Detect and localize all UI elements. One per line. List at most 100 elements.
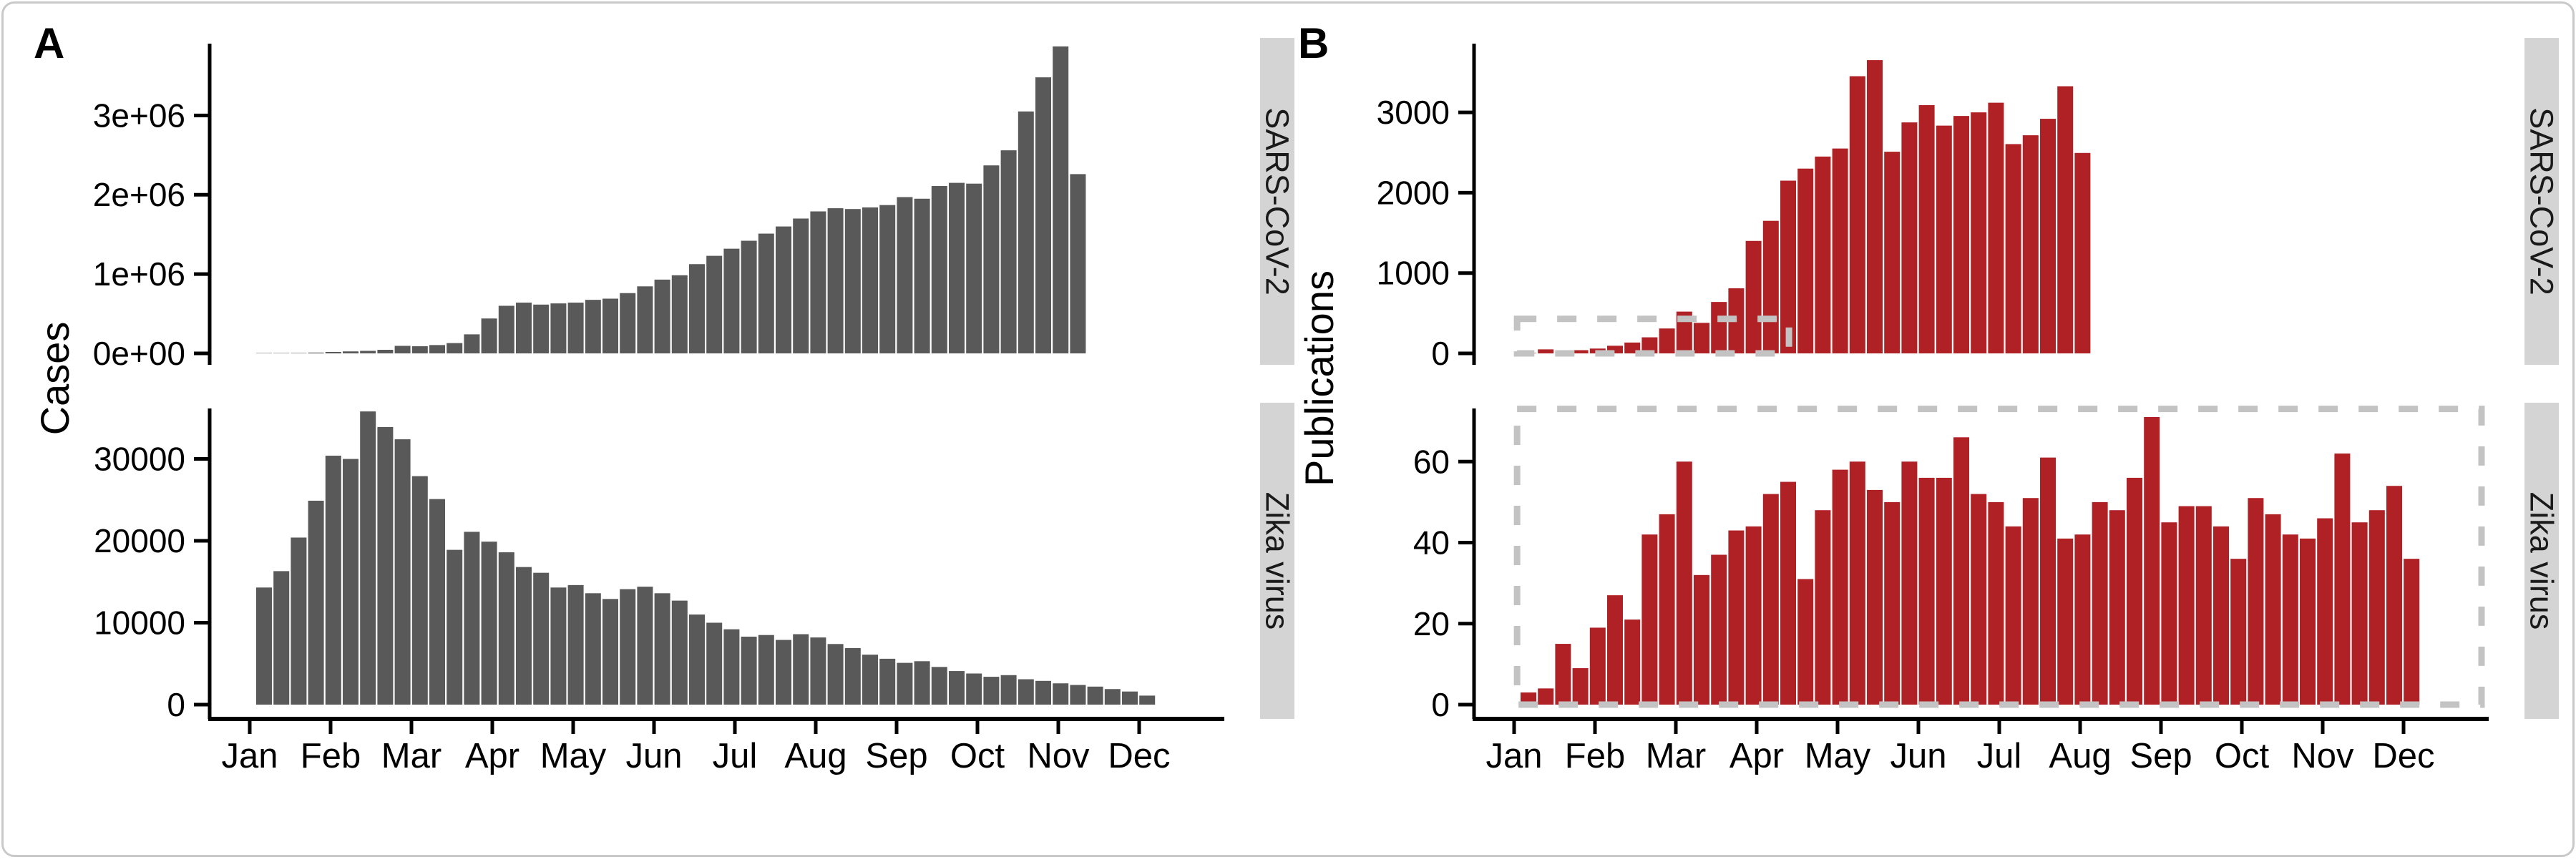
bar xyxy=(1607,595,1623,705)
bar xyxy=(2282,534,2298,705)
bar xyxy=(1555,644,1571,705)
bar xyxy=(2074,152,2091,354)
bar xyxy=(983,677,1000,705)
bar xyxy=(689,614,705,705)
bar xyxy=(2057,538,2074,705)
bar xyxy=(1694,323,1709,353)
month-label: Dec xyxy=(1108,737,1170,775)
bar xyxy=(1035,680,1051,705)
bar xyxy=(1815,510,1831,705)
y-tick-label: 1000 xyxy=(1377,255,1450,292)
bar xyxy=(1936,125,1952,353)
bar xyxy=(2022,135,2039,354)
bar xyxy=(827,644,844,705)
bar xyxy=(776,226,791,353)
month-label: Jan xyxy=(221,737,278,775)
bar xyxy=(879,658,896,705)
bar xyxy=(2213,526,2229,705)
bar xyxy=(1988,102,2004,353)
bar xyxy=(2005,526,2021,705)
bar xyxy=(291,537,307,705)
month-label: Mar xyxy=(1646,737,1706,775)
bar xyxy=(1884,152,1901,353)
bar xyxy=(325,352,341,353)
bar xyxy=(1953,437,1969,705)
y-tick-label: 10000 xyxy=(94,604,185,642)
bar xyxy=(1780,180,1796,353)
month-label: Sep xyxy=(2129,737,2192,775)
facet-strip-label: SARS-CoV-2 xyxy=(2524,107,2560,295)
zoom-region-dashed-box xyxy=(1513,315,1792,357)
month-label: Apr xyxy=(1729,737,1784,775)
month-label: May xyxy=(540,737,607,775)
month-label: Dec xyxy=(2372,737,2434,775)
bar xyxy=(2074,534,2091,705)
bar xyxy=(637,587,653,705)
bar xyxy=(2040,457,2056,705)
bar xyxy=(793,218,809,353)
bar xyxy=(1728,530,1745,705)
bar xyxy=(654,279,670,353)
bar xyxy=(966,673,982,705)
bar xyxy=(2022,498,2039,705)
bar xyxy=(1104,689,1121,705)
bar xyxy=(637,286,653,353)
bar xyxy=(273,353,289,354)
bar xyxy=(377,350,394,353)
bar xyxy=(1607,346,1623,353)
bar xyxy=(758,635,774,705)
bar xyxy=(1971,112,1987,354)
bar xyxy=(550,587,567,705)
bar xyxy=(723,629,740,705)
bar xyxy=(1087,686,1103,705)
cases-axis-title: Cases xyxy=(32,321,77,436)
bar xyxy=(1988,501,2004,705)
bar xyxy=(256,587,272,705)
bar xyxy=(1676,461,1692,705)
y-tick-label: 3e+06 xyxy=(93,97,185,134)
facet-cases_sars_cov_2: 0e+00 1e+06 2e+06 3e+06 SARS-CoV-2 xyxy=(93,38,1296,372)
month-label: Mar xyxy=(381,737,441,775)
bar xyxy=(931,667,947,705)
bar xyxy=(1745,526,1762,705)
bar xyxy=(1070,174,1086,353)
bar xyxy=(377,426,394,705)
bar xyxy=(1971,494,1987,705)
facet-strip-label: Zika virus xyxy=(1259,492,1296,630)
bar xyxy=(2317,518,2333,705)
bar xyxy=(1000,150,1017,353)
bar xyxy=(1572,668,1589,705)
bar xyxy=(2368,510,2385,705)
month-label: Feb xyxy=(301,737,361,775)
bar xyxy=(533,572,550,705)
facet-publications_sars_cov_2: 0 1000 2000 3000 SARS-CoV-2 xyxy=(1377,38,2560,372)
bar xyxy=(827,208,844,353)
bar xyxy=(273,571,290,705)
bar xyxy=(654,593,670,705)
y-tick-label: 3000 xyxy=(1377,94,1450,131)
bar xyxy=(1694,574,1709,705)
bar xyxy=(2005,144,2021,353)
panel-a-letter: A xyxy=(34,19,65,67)
bar xyxy=(758,233,774,353)
bar xyxy=(671,275,688,353)
bar xyxy=(741,240,757,353)
bar xyxy=(1659,514,1675,705)
bar xyxy=(2195,506,2212,705)
bar xyxy=(2386,486,2402,705)
bar xyxy=(1624,619,1641,705)
bar xyxy=(2127,477,2142,705)
bar xyxy=(498,552,514,705)
month-label: Sep xyxy=(865,737,927,775)
bar xyxy=(914,661,930,705)
y-tick-label: 2000 xyxy=(1377,174,1450,211)
bar xyxy=(1762,494,1779,705)
bar xyxy=(308,500,324,705)
bar xyxy=(966,183,982,353)
bar xyxy=(897,662,913,705)
bar xyxy=(411,476,428,705)
bar xyxy=(1884,501,1901,705)
facet-strip xyxy=(2524,403,2559,719)
facet-strip-label: SARS-CoV-2 xyxy=(1259,107,1296,295)
